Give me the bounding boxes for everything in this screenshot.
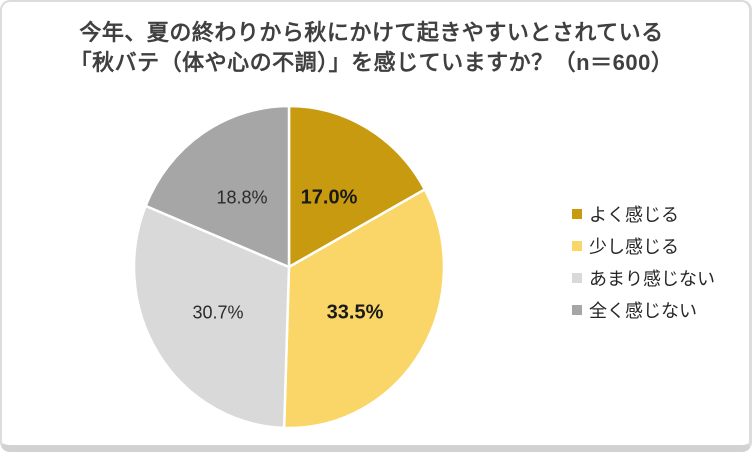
pie-slice-mattaku-kanjinai (144, 104, 291, 269)
chart-title-line1: 今年、夏の終わりから秋にかけて起きやすいとされている (79, 20, 664, 45)
legend-item-sukoshi-kanjiru: 少し感じる (572, 236, 715, 257)
legend-marker-icon (572, 273, 582, 283)
legend-item-yoku-kanjiru: よく感じる (572, 204, 715, 225)
legend-item-amari-kanjinai: あまり感じない (572, 268, 715, 289)
legend-label: あまり感じない (589, 269, 715, 289)
chart-title-line2: 「秋バテ（体や心の不調）」を感じていますか？（n＝600） (69, 50, 674, 75)
legend-item-mattaku-kanjinai: 全く感じない (572, 300, 715, 321)
legend-label: 全く感じない (589, 301, 697, 321)
chart-legend: よく感じる 少し感じる あまり感じない 全く感じない (572, 204, 715, 332)
pie-slice-sukoshi-kanjiru (282, 188, 446, 430)
pie-label-mattaku-kanjinai: 18.8% (216, 187, 268, 208)
pie-slice-yoku-kanjiru (287, 104, 427, 269)
pie-label-sukoshi-kanjiru: 33.5% (326, 301, 384, 324)
legend-label: よく感じる (589, 205, 679, 225)
pie-label-yoku-kanjiru: 17.0% (300, 186, 358, 209)
pie-slice-amari-kanjinai (132, 204, 291, 430)
legend-marker-icon (572, 241, 582, 251)
chart-title: 今年、夏の終わりから秋にかけて起きやすいとされている 「秋バテ（体や心の不調）」… (2, 18, 741, 78)
legend-marker-icon (572, 209, 582, 219)
legend-label: 少し感じる (589, 237, 679, 257)
pie-chart (132, 104, 446, 430)
pie-label-amari-kanjinai: 30.7% (192, 302, 244, 323)
legend-marker-icon (572, 305, 582, 315)
